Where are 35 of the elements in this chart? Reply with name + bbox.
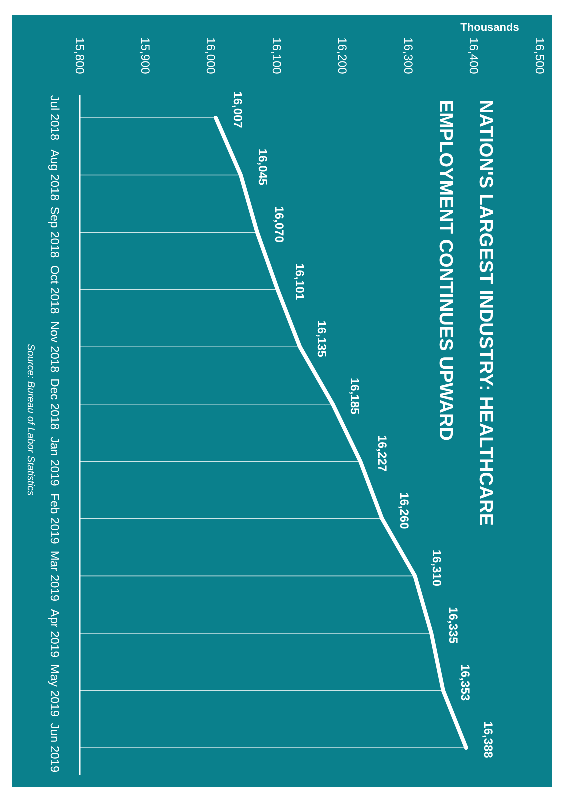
x-tick-label: 16,100: [270, 38, 284, 75]
x-tick-label: 16,200: [336, 38, 350, 75]
y-tick-label: Feb 2019: [48, 494, 62, 545]
data-label: 16,388: [481, 722, 496, 759]
y-tick-label: Mar 2019: [48, 550, 62, 602]
text: NATION'S LARGEST INDUSTRY: HEALTHCARE EMPLOYMENT CONTINUES UPWARD: [435, 100, 496, 526]
source-note: Source: Bureau of Labor Statistics: [25, 344, 36, 496]
y-tick-label: May 2019: [48, 664, 62, 718]
data-label: 16,045: [256, 148, 270, 186]
data-label: 16,185: [348, 378, 362, 416]
x-tick-label: 16,000: [204, 38, 218, 75]
data-label: 16,260: [397, 492, 412, 530]
x-tick-label: 15,900: [138, 38, 153, 75]
y-tick-label: Nov 2018: [48, 321, 62, 374]
data-label: 16,135: [315, 320, 330, 358]
data-label: 16,310: [430, 550, 444, 587]
y-tick-label: Apr 2019: [48, 609, 62, 658]
data-label: 16,007: [231, 92, 246, 129]
y-tick-label: Sep 2018: [48, 206, 62, 259]
y-tick-label: Oct 2018: [48, 265, 62, 314]
y-tick-label: Aug 2018: [48, 150, 62, 202]
data-label: 16,335: [446, 607, 461, 644]
data-label: 16,070: [272, 206, 286, 244]
x-tick-label: 15,800: [72, 38, 87, 75]
data-label: 16,101: [292, 263, 307, 300]
y-tick-label: Jul 2018: [48, 95, 62, 142]
x-tick-label: 16,400: [467, 38, 482, 75]
y-tick-label: Dec 2018: [48, 378, 62, 430]
data-label: 16,353: [458, 664, 472, 702]
y-tick-label: Jan 2019: [48, 436, 62, 487]
x-tick-label: 16,500: [532, 38, 547, 75]
y-tick-label: Jun 2019: [48, 723, 62, 774]
data-label: 16,227: [376, 435, 390, 472]
x-axis-title: Thousands: [460, 22, 520, 34]
x-tick-label: 16,300: [401, 38, 416, 75]
